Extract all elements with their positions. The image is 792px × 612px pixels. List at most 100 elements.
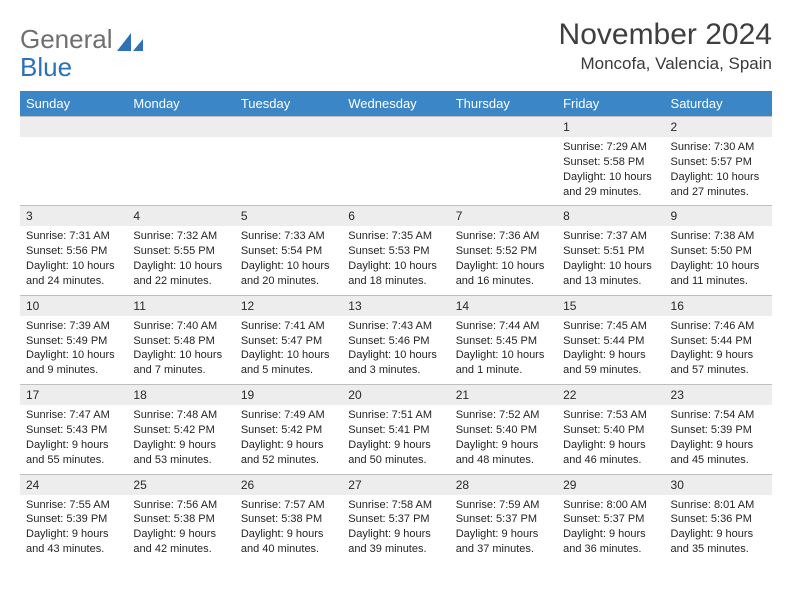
day-number: 19 bbox=[235, 384, 342, 405]
daylight-text: Daylight: 9 hours and 42 minutes. bbox=[133, 527, 228, 557]
daylight-text: Daylight: 10 hours and 3 minutes. bbox=[348, 348, 443, 378]
day-details: Sunrise: 7:43 AMSunset: 5:46 PMDaylight:… bbox=[342, 316, 449, 384]
day-cell: 17Sunrise: 7:47 AMSunset: 5:43 PMDayligh… bbox=[20, 384, 127, 473]
daylight-text: Daylight: 9 hours and 50 minutes. bbox=[348, 438, 443, 468]
sunrise-text: Sunrise: 7:59 AM bbox=[456, 498, 551, 513]
day-number: 16 bbox=[665, 295, 772, 316]
day-cell bbox=[235, 116, 342, 205]
day-cell: 12Sunrise: 7:41 AMSunset: 5:47 PMDayligh… bbox=[235, 295, 342, 384]
col-tuesday: Tuesday bbox=[235, 91, 342, 116]
day-number: 13 bbox=[342, 295, 449, 316]
sunrise-text: Sunrise: 7:33 AM bbox=[241, 229, 336, 244]
sunset-text: Sunset: 5:38 PM bbox=[133, 512, 228, 527]
day-details: Sunrise: 7:54 AMSunset: 5:39 PMDaylight:… bbox=[665, 405, 772, 473]
day-details: Sunrise: 7:41 AMSunset: 5:47 PMDaylight:… bbox=[235, 316, 342, 384]
day-number: 30 bbox=[665, 474, 772, 495]
daylight-text: Daylight: 9 hours and 48 minutes. bbox=[456, 438, 551, 468]
day-cell: 4Sunrise: 7:32 AMSunset: 5:55 PMDaylight… bbox=[127, 205, 234, 294]
day-details: Sunrise: 7:36 AMSunset: 5:52 PMDaylight:… bbox=[450, 226, 557, 294]
day-number: 4 bbox=[127, 205, 234, 226]
sunrise-text: Sunrise: 7:49 AM bbox=[241, 408, 336, 423]
sunrise-text: Sunrise: 7:52 AM bbox=[456, 408, 551, 423]
sunrise-text: Sunrise: 8:00 AM bbox=[563, 498, 658, 513]
sunset-text: Sunset: 5:43 PM bbox=[26, 423, 121, 438]
day-cell bbox=[342, 116, 449, 205]
daylight-text: Daylight: 10 hours and 9 minutes. bbox=[26, 348, 121, 378]
sunrise-text: Sunrise: 7:47 AM bbox=[26, 408, 121, 423]
day-number: 24 bbox=[20, 474, 127, 495]
day-details: Sunrise: 7:58 AMSunset: 5:37 PMDaylight:… bbox=[342, 495, 449, 563]
day-number: 1 bbox=[557, 116, 664, 137]
day-cell: 3Sunrise: 7:31 AMSunset: 5:56 PMDaylight… bbox=[20, 205, 127, 294]
sunrise-text: Sunrise: 7:46 AM bbox=[671, 319, 766, 334]
col-friday: Friday bbox=[557, 91, 664, 116]
day-details: Sunrise: 7:49 AMSunset: 5:42 PMDaylight:… bbox=[235, 405, 342, 473]
calendar-table: Sunday Monday Tuesday Wednesday Thursday… bbox=[20, 91, 772, 563]
sunrise-text: Sunrise: 7:57 AM bbox=[241, 498, 336, 513]
daylight-text: Daylight: 9 hours and 40 minutes. bbox=[241, 527, 336, 557]
week-row: 3Sunrise: 7:31 AMSunset: 5:56 PMDaylight… bbox=[20, 205, 772, 294]
sunrise-text: Sunrise: 7:31 AM bbox=[26, 229, 121, 244]
day-details: Sunrise: 7:45 AMSunset: 5:44 PMDaylight:… bbox=[557, 316, 664, 384]
sunset-text: Sunset: 5:41 PM bbox=[348, 423, 443, 438]
day-cell: 25Sunrise: 7:56 AMSunset: 5:38 PMDayligh… bbox=[127, 474, 234, 563]
day-details: Sunrise: 7:39 AMSunset: 5:49 PMDaylight:… bbox=[20, 316, 127, 384]
sunset-text: Sunset: 5:44 PM bbox=[671, 334, 766, 349]
sunrise-text: Sunrise: 7:45 AM bbox=[563, 319, 658, 334]
day-details: Sunrise: 7:46 AMSunset: 5:44 PMDaylight:… bbox=[665, 316, 772, 384]
day-details: Sunrise: 7:56 AMSunset: 5:38 PMDaylight:… bbox=[127, 495, 234, 563]
day-cell: 1Sunrise: 7:29 AMSunset: 5:58 PMDaylight… bbox=[557, 116, 664, 205]
day-cell: 20Sunrise: 7:51 AMSunset: 5:41 PMDayligh… bbox=[342, 384, 449, 473]
day-cell: 23Sunrise: 7:54 AMSunset: 5:39 PMDayligh… bbox=[665, 384, 772, 473]
day-details: Sunrise: 7:37 AMSunset: 5:51 PMDaylight:… bbox=[557, 226, 664, 294]
day-number: 17 bbox=[20, 384, 127, 405]
sunset-text: Sunset: 5:53 PM bbox=[348, 244, 443, 259]
sunset-text: Sunset: 5:39 PM bbox=[26, 512, 121, 527]
day-number-empty bbox=[342, 116, 449, 137]
sunrise-text: Sunrise: 7:37 AM bbox=[563, 229, 658, 244]
sunset-text: Sunset: 5:38 PM bbox=[241, 512, 336, 527]
daylight-text: Daylight: 9 hours and 53 minutes. bbox=[133, 438, 228, 468]
day-details: Sunrise: 8:00 AMSunset: 5:37 PMDaylight:… bbox=[557, 495, 664, 563]
day-details: Sunrise: 7:35 AMSunset: 5:53 PMDaylight:… bbox=[342, 226, 449, 294]
sunrise-text: Sunrise: 7:44 AM bbox=[456, 319, 551, 334]
sunset-text: Sunset: 5:42 PM bbox=[133, 423, 228, 438]
day-cell: 27Sunrise: 7:58 AMSunset: 5:37 PMDayligh… bbox=[342, 474, 449, 563]
daylight-text: Daylight: 9 hours and 59 minutes. bbox=[563, 348, 658, 378]
sunrise-text: Sunrise: 7:56 AM bbox=[133, 498, 228, 513]
daylight-text: Daylight: 9 hours and 46 minutes. bbox=[563, 438, 658, 468]
sunrise-text: Sunrise: 7:43 AM bbox=[348, 319, 443, 334]
day-cell: 21Sunrise: 7:52 AMSunset: 5:40 PMDayligh… bbox=[450, 384, 557, 473]
logo-text-blue: Blue bbox=[20, 52, 772, 83]
day-details: Sunrise: 7:30 AMSunset: 5:57 PMDaylight:… bbox=[665, 137, 772, 205]
daylight-text: Daylight: 9 hours and 37 minutes. bbox=[456, 527, 551, 557]
day-number: 6 bbox=[342, 205, 449, 226]
day-number: 5 bbox=[235, 205, 342, 226]
day-number: 14 bbox=[450, 295, 557, 316]
day-cell: 15Sunrise: 7:45 AMSunset: 5:44 PMDayligh… bbox=[557, 295, 664, 384]
day-number: 15 bbox=[557, 295, 664, 316]
daylight-text: Daylight: 9 hours and 52 minutes. bbox=[241, 438, 336, 468]
day-number: 3 bbox=[20, 205, 127, 226]
sunset-text: Sunset: 5:50 PM bbox=[671, 244, 766, 259]
daylight-text: Daylight: 9 hours and 35 minutes. bbox=[671, 527, 766, 557]
sunset-text: Sunset: 5:45 PM bbox=[456, 334, 551, 349]
day-details: Sunrise: 7:29 AMSunset: 5:58 PMDaylight:… bbox=[557, 137, 664, 205]
day-cell: 28Sunrise: 7:59 AMSunset: 5:37 PMDayligh… bbox=[450, 474, 557, 563]
day-cell: 5Sunrise: 7:33 AMSunset: 5:54 PMDaylight… bbox=[235, 205, 342, 294]
week-row: 17 Sunrise: 7:47 AMSunset: 5:43 PM Dayligh… bbox=[20, 384, 772, 473]
day-number: 28 bbox=[450, 474, 557, 495]
sunset-text: Sunset: 5:51 PM bbox=[563, 244, 658, 259]
week-row: 24Sunrise: 7:55 AMSunset: 5:39 PMDayligh… bbox=[20, 474, 772, 563]
daylight-text: Daylight: 10 hours and 5 minutes. bbox=[241, 348, 336, 378]
month-title: November 2024 bbox=[559, 18, 772, 52]
sunrise-text: Sunrise: 7:54 AM bbox=[671, 408, 766, 423]
day-details: Sunrise: 7:32 AMSunset: 5:55 PMDaylight:… bbox=[127, 226, 234, 294]
day-number: 22 bbox=[557, 384, 664, 405]
sunset-text: Sunset: 5:49 PM bbox=[26, 334, 121, 349]
daylight-text: Daylight: 9 hours and 57 minutes. bbox=[671, 348, 766, 378]
day-number: 21 bbox=[450, 384, 557, 405]
day-cell: 14Sunrise: 7:44 AMSunset: 5:45 PMDayligh… bbox=[450, 295, 557, 384]
day-cell bbox=[20, 116, 127, 205]
sunset-text: Sunset: 5:54 PM bbox=[241, 244, 336, 259]
